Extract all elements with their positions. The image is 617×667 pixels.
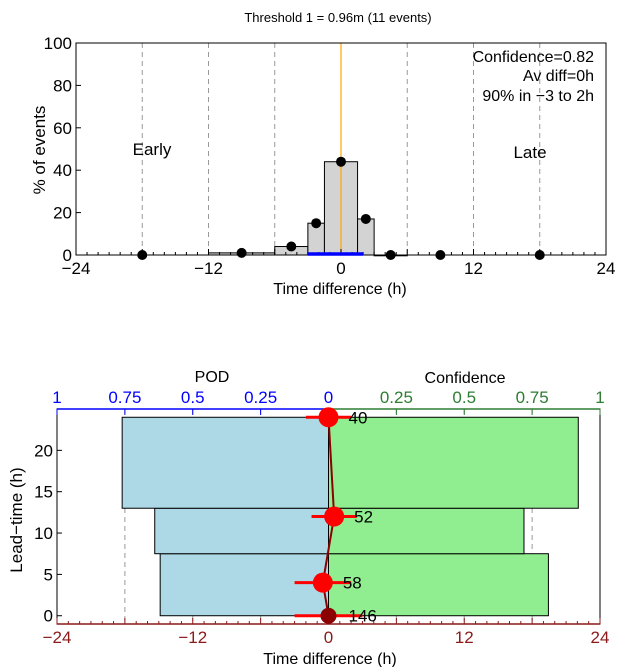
confidence-axis-tick-label: 1 <box>595 388 604 407</box>
lead-marker <box>320 607 337 624</box>
leadtime-xlabel: Time difference (h) <box>263 651 396 667</box>
lead-count-label: 40 <box>349 408 368 427</box>
lead-axis-tick-label: 0 <box>44 607 53 626</box>
histogram-points <box>137 156 545 260</box>
early-label: Early <box>133 140 172 159</box>
lead-marker <box>312 572 333 593</box>
histogram-point <box>435 250 446 260</box>
histogram-y-tick-label: 40 <box>53 161 72 180</box>
lead-count-label: 146 <box>349 607 377 626</box>
leadtime-bars <box>121 416 579 617</box>
lead-axis-tick-label: 15 <box>34 483 53 502</box>
lead-trend-line <box>321 417 336 616</box>
histogram-ticks: −24 −12 0 12 24 0 20 40 60 80 100 <box>44 34 616 278</box>
pod-axis-label: POD <box>195 369 230 386</box>
histogram-point <box>385 250 396 260</box>
time-axis-tick-label: 12 <box>455 628 474 647</box>
confidence-axis-label: Confidence <box>425 370 506 387</box>
pod-axis-tick-label: 0.25 <box>244 388 277 407</box>
time-axis-tick-label: −12 <box>178 628 207 647</box>
histogram-ylabel: % of events <box>30 106 49 195</box>
histogram-y-tick-label: 60 <box>53 119 72 138</box>
histogram-y-tick-label: 0 <box>63 246 72 265</box>
pod-bar <box>159 553 329 617</box>
histogram-point <box>236 247 247 258</box>
histogram-point <box>534 250 545 260</box>
lead-axis-tick-label: 5 <box>44 565 53 584</box>
histogram-point <box>286 241 297 252</box>
histogram-point <box>336 156 346 167</box>
lead-count-label: 58 <box>343 574 362 593</box>
histogram-bars <box>208 161 408 257</box>
lead-count-label: 52 <box>354 508 373 527</box>
lead-axis-tick-label: 20 <box>34 441 53 460</box>
pod-axis-tick-label: 1 <box>52 388 61 407</box>
pod-axis-tick-label: 0 <box>324 388 333 407</box>
pod-bar <box>154 507 329 555</box>
histogram-y-tick-label: 20 <box>53 204 72 223</box>
histogram-point <box>360 213 371 224</box>
histogram-bar <box>357 218 375 256</box>
leadtime-axes: 1 0.75 0.5 0.25 0 0.25 0.5 0.75 1 −24 −12 0 12 24 0 5 10… <box>34 388 609 647</box>
leadtime-markers: 40 52 58 146 <box>294 407 377 626</box>
range-stat: 90% in −3 to 2h <box>482 88 594 105</box>
lead-marker <box>318 407 339 428</box>
leadtime-ylabel: Lead−time (h) <box>7 467 26 572</box>
histogram-x-tick-label: −12 <box>194 259 223 278</box>
time-axis-tick-label: 0 <box>324 628 333 647</box>
lead-marker <box>324 506 345 527</box>
histogram-xlabel: Time difference (h) <box>273 281 406 298</box>
time-axis-tick-label: 24 <box>591 628 610 647</box>
confidence-axis-tick-label: 0.25 <box>380 388 413 407</box>
histogram-y-tick-label: 100 <box>44 34 72 53</box>
lead-axis-tick-label: 10 <box>34 524 53 543</box>
confidence-axis-tick-label: 0.5 <box>452 388 476 407</box>
histogram-y-tick-label: 80 <box>53 76 72 95</box>
pod-bar <box>121 416 329 509</box>
avdiff-stat: Av diff=0h <box>523 68 594 85</box>
confidence-bar <box>328 416 579 509</box>
confidence-stat: Confidence=0.82 <box>473 49 595 66</box>
confidence-bar <box>328 507 525 555</box>
histogram-title: Threshold 1 = 0.96m (11 events) <box>244 10 431 25</box>
pod-axis-tick-label: 0.5 <box>181 388 205 407</box>
histogram-x-tick-label: 0 <box>336 259 345 278</box>
histogram-point <box>137 250 148 260</box>
histogram-point <box>311 218 322 229</box>
time-axis-tick-label: −24 <box>43 628 72 647</box>
histogram-x-tick-label: 24 <box>597 259 616 278</box>
late-label: Late <box>513 143 546 162</box>
leadtime-chart: POD Confidence 1 0.75 0.5 0.25 0 0.25 0.5 0.75 1… <box>7 369 609 667</box>
confidence-axis-tick-label: 0.75 <box>516 388 549 407</box>
histogram-x-tick-label: −24 <box>62 259 91 278</box>
histogram-x-tick-label: 12 <box>464 259 483 278</box>
pod-axis-tick-label: 0.75 <box>108 388 141 407</box>
histogram-chart: Threshold 1 = 0.96m (11 events) −24 −12 0 1… <box>30 10 615 298</box>
